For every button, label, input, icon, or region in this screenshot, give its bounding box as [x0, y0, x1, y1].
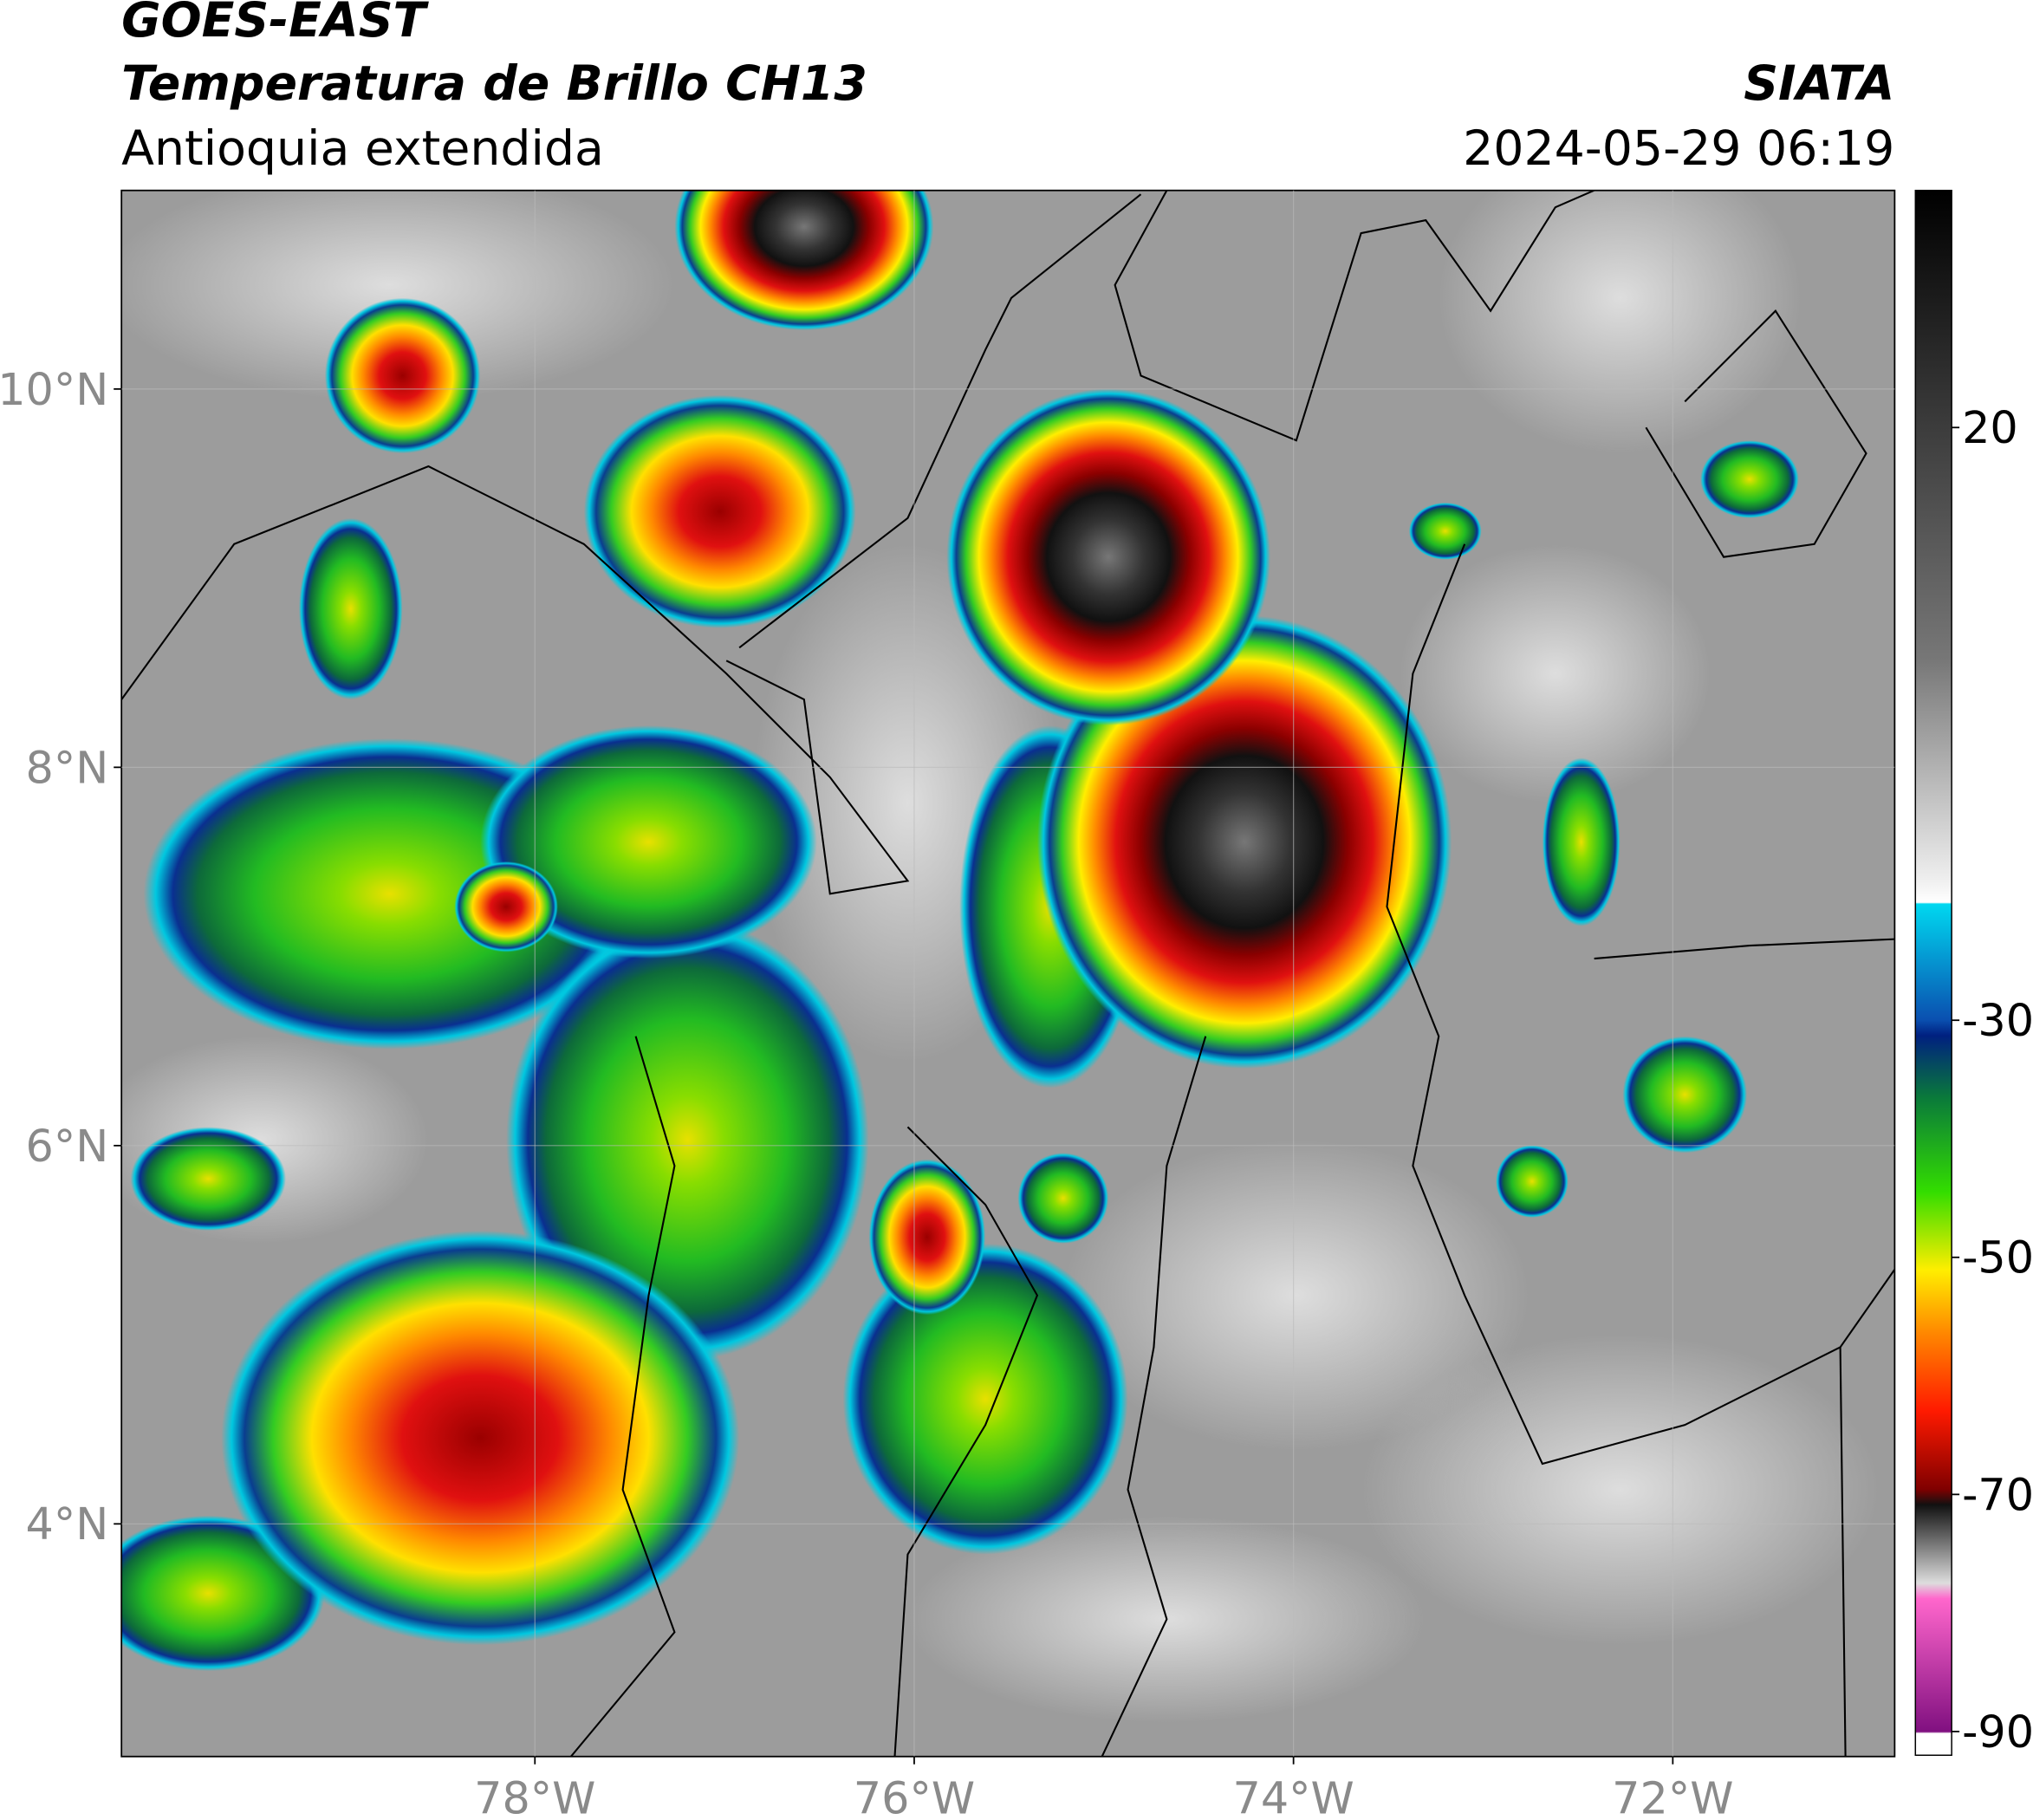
colorbar-label: -90	[1962, 1706, 2033, 1758]
colorbar-label: -70	[1962, 1469, 2033, 1520]
datetime: 2024-05-29 06:19	[1463, 121, 1894, 177]
x-tick-label: 74°W	[1233, 1773, 1354, 1820]
y-tick-label: 8°N	[26, 742, 109, 793]
colorbar	[1914, 189, 1952, 1757]
region: Antioquia extendida	[121, 121, 604, 177]
x-tick-label: 76°W	[854, 1773, 975, 1820]
agency: SIATA	[1744, 56, 1894, 112]
source: GOES-EAST	[121, 0, 429, 49]
y-tick-label: 4°N	[26, 1498, 109, 1550]
product: Temperatura de Brillo CH13	[121, 56, 867, 112]
y-tick-label: 6°N	[26, 1121, 109, 1172]
x-tick-label: 78°W	[474, 1773, 595, 1820]
colorbar-label: -50	[1962, 1232, 2033, 1284]
colorbar-label: 20	[1962, 402, 2018, 453]
map-frame	[120, 189, 1896, 1758]
x-tick-label: 72°W	[1612, 1773, 1733, 1820]
colorbar-label: -30	[1962, 995, 2033, 1046]
satellite-image	[121, 190, 1895, 1757]
y-tick-label: 10°N	[0, 364, 108, 415]
